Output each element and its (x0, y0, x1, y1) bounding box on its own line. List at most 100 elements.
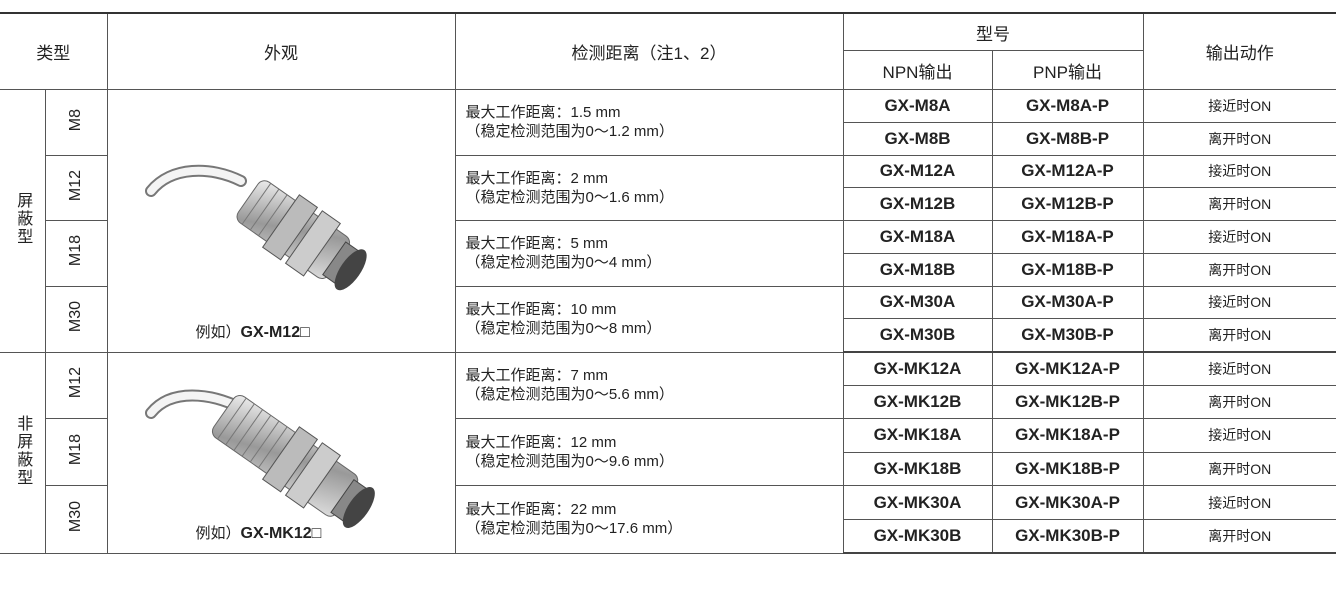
stable-range: （稳定检测范围为0～17.6 mm） (465, 520, 683, 538)
header-type: 类型 (0, 12, 108, 90)
pnp-model: GX-MK12A-P (991, 351, 1144, 386)
pnp-model: GX-MK30A-P (991, 484, 1144, 521)
sensor-illustration (145, 389, 375, 528)
table-row: M18 最大工作距离：5 mm （稳定检测范围为0～4 mm） GX-M18A GX-M… (0, 220, 1336, 287)
output-action: 接近时ON (1142, 417, 1336, 453)
table-row: GX-M12B GX-M12B-P 离开时ON (0, 187, 1336, 221)
example-prefix: 例如） (195, 524, 241, 542)
example-prefix: 例如） (195, 323, 241, 341)
npn-model: GX-MK30A (842, 484, 993, 521)
example-caption: 例如）GX-MK12□ (196, 522, 322, 543)
table-row: M18 最大工作距离：12 mm （稳定检测范围为0～9.6 mm） GX-MK18A… (0, 417, 1336, 486)
distance-cell: 最大工作距离：22 mm （稳定检测范围为0～17.6 mm） (454, 484, 844, 554)
pnp-model: GX-M18A-P (991, 220, 1144, 254)
npn-model: GX-MK12A (842, 351, 993, 386)
size-label: M18 (67, 433, 84, 465)
size-cell: M8 (44, 89, 108, 156)
pnp-model: GX-M8B-P (991, 121, 1144, 156)
npn-model: GX-M12B (843, 187, 993, 221)
distance-cell: 最大工作距离：1.5 mm （稳定检测范围为0～1.2 mm） (454, 89, 844, 156)
npn-model: GX-M18B (843, 252, 993, 287)
output-action: 接近时ON (1142, 89, 1336, 123)
header-action: 输出动作 (1142, 12, 1336, 90)
output-action: 接近时ON (1142, 285, 1336, 320)
size-label: M18 (67, 235, 84, 267)
output-action: 接近时ON (1142, 220, 1336, 254)
appearance-cell: 例如）GX-MK12□ (106, 351, 456, 554)
max-distance: 最大工作距离：2 mm (465, 169, 609, 187)
table-row: GX-M30B GX-M30B-P 离开时ON (0, 318, 1336, 354)
distance-cell: 最大工作距离：10 mm （稳定检测范围为0～8 mm） (454, 285, 844, 353)
example-model: GX-M12□ (240, 323, 310, 341)
max-distance: 最大工作距离：10 mm (465, 301, 617, 318)
distance-cell: 最大工作距离：12 mm （稳定检测范围为0～9.6 mm） (454, 417, 844, 486)
group-type: 非屏蔽型 (14, 414, 32, 487)
header-npn: NPN输出 (843, 50, 993, 90)
header-distance: 检测距离（注1、2） (454, 12, 844, 90)
table-row: M12 最大工作距离：2 mm （稳定检测范围为0～1.6 mm） GX-M12A GX… (0, 154, 1336, 221)
table-row: 屏蔽型 M8 例如）GX-M12□ 最大工作距离：1.5 mm （稳定检测范围为0～1… (0, 89, 1336, 353)
stable-range: （稳定检测范围为0～5.6 mm） (465, 386, 674, 403)
npn-model: GX-M12A (842, 154, 993, 189)
distance-cell: 最大工作距离：5 mm （稳定检测范围为0～4 mm） (454, 220, 844, 287)
output-action: 离开时ON (1142, 121, 1336, 156)
max-distance: 最大工作距离：12 mm (465, 433, 617, 451)
size-cell: M18 (45, 417, 108, 486)
size-label: M30 (67, 501, 84, 533)
max-distance: 最大工作距离：22 mm (465, 501, 617, 519)
sensor-illustration (145, 164, 367, 290)
output-action: 接近时ON (1142, 484, 1336, 521)
output-action: 离开时ON (1142, 452, 1336, 486)
group-cell: 非屏蔽型 (0, 351, 46, 554)
pnp-model: GX-M30B-P (991, 318, 1144, 354)
spec-table: 类型 外观 检测距离（注1、2） 型号 输出动作 NPN输出 PNP输出 屏蔽型… (0, 12, 1336, 555)
pnp-model: GX-MK12B-P (991, 384, 1144, 419)
max-distance: 最大工作距离：5 mm (465, 235, 609, 253)
size-cell: M12 (44, 351, 108, 419)
size-cell: M12 (45, 154, 108, 221)
table-row: GX-MK18B GX-MK18B-P 离开时ON (0, 452, 1336, 486)
pnp-model: GX-M18B-P (991, 252, 1144, 287)
pnp-model: GX-M8A-P (991, 89, 1144, 123)
stable-range: （稳定检测范围为0～1.6 mm） (465, 188, 674, 206)
output-action: 离开时ON (1142, 384, 1336, 419)
size-label: M12 (67, 169, 84, 201)
max-distance: 最大工作距离：7 mm (465, 367, 609, 384)
size-label: M30 (67, 300, 84, 333)
pnp-model: GX-MK18A-P (991, 417, 1144, 453)
size-cell: M30 (45, 484, 108, 554)
npn-model: GX-M8A (842, 89, 993, 123)
stable-range: （稳定检测范围为0～9.6 mm） (465, 452, 674, 470)
table-row: M30 最大工作距离：10 mm （稳定检测范围为0～8 mm） GX-M30A GX-… (0, 285, 1336, 353)
output-action: 离开时ON (1142, 519, 1336, 555)
npn-model: GX-MK18B (843, 452, 993, 486)
npn-model: GX-MK12B (843, 384, 993, 419)
output-action: 离开时ON (1142, 252, 1336, 287)
size-cell: M18 (45, 220, 108, 287)
npn-model: GX-M30A (842, 285, 993, 320)
size-cell: M30 (45, 285, 108, 353)
stable-range: （稳定检测范围为0～4 mm） (465, 254, 662, 272)
size-label: M12 (67, 366, 84, 399)
table-row: GX-MK12B GX-MK12B-P 离开时ON (0, 384, 1336, 419)
table-row: 非屏蔽型 M12 例如）GX-MK12□ 最大工作距离：7 mm （稳定检测范围为0～… (0, 351, 1336, 554)
npn-model: GX-M30B (843, 318, 993, 354)
header-model: 型号 (842, 12, 1144, 51)
npn-model: GX-M8B (843, 121, 993, 156)
table-row: GX-MK30B GX-MK30B-P 离开时ON (0, 519, 1336, 555)
appearance-cell: 例如）GX-M12□ (106, 89, 456, 353)
distance-cell: 最大工作距离：2 mm （稳定检测范围为0～1.6 mm） (454, 154, 844, 221)
output-action: 接近时ON (1142, 154, 1336, 189)
table-row: GX-M18B GX-M18B-P 离开时ON (0, 252, 1336, 287)
header-pnp: PNP输出 (991, 50, 1143, 90)
table-row: M30 最大工作距离：22 mm （稳定检测范围为0～17.6 mm） GX-MK30… (0, 484, 1336, 554)
output-action: 接近时ON (1142, 351, 1336, 386)
group-type: 屏蔽型 (14, 191, 32, 246)
max-distance: 最大工作距离：1.5 mm (465, 104, 621, 122)
pnp-model: GX-M30A-P (991, 285, 1144, 320)
output-action: 离开时ON (1142, 187, 1336, 221)
pnp-model: GX-MK30B-P (991, 519, 1144, 555)
size-label: M8 (67, 108, 84, 131)
npn-model: GX-MK18A (842, 417, 993, 453)
